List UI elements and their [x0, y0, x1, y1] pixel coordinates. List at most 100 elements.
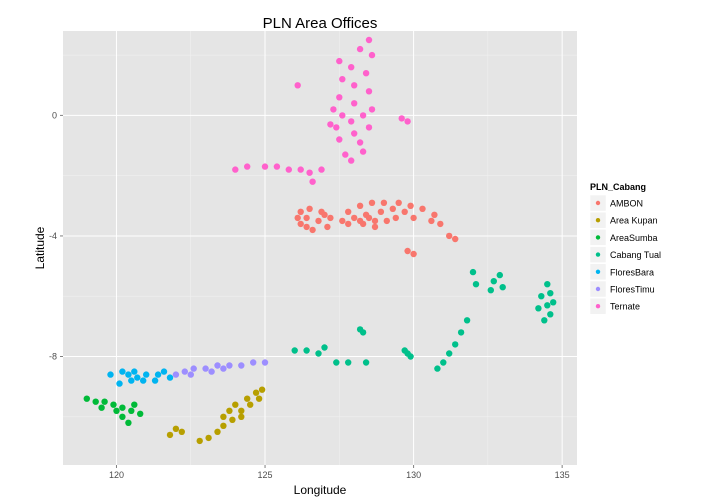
data-point — [550, 299, 557, 306]
data-point — [261, 359, 269, 366]
x-tick-label: 130 — [406, 470, 421, 480]
data-point — [315, 217, 322, 225]
data-point — [333, 359, 340, 366]
legend-label: AMBON — [610, 199, 643, 209]
data-point — [226, 362, 233, 369]
axis-ticks: 120 125 130 135 0 -4 -8 — [49, 110, 570, 480]
data-point — [348, 157, 355, 164]
data-point — [544, 302, 551, 309]
data-point — [297, 208, 304, 215]
data-point — [356, 217, 364, 225]
data-point — [181, 368, 188, 375]
data-point — [107, 371, 114, 378]
legend-key-point — [595, 218, 601, 223]
data-point — [440, 359, 447, 366]
data-point — [457, 329, 465, 336]
data-point — [303, 347, 310, 354]
data-point — [356, 45, 364, 53]
data-point — [330, 106, 337, 113]
data-point — [351, 100, 358, 107]
data-point — [318, 166, 325, 173]
data-point — [303, 214, 310, 222]
data-point — [154, 371, 162, 378]
data-point — [291, 347, 298, 354]
data-point — [365, 124, 373, 131]
y-tick-label: -4 — [49, 231, 57, 241]
data-point — [359, 112, 367, 119]
data-point — [238, 407, 245, 414]
legend-label: FloresBara — [610, 267, 654, 277]
data-point — [547, 311, 554, 318]
data-point — [452, 341, 459, 348]
data-point — [469, 268, 477, 276]
data-point — [359, 329, 367, 336]
data-point — [401, 208, 408, 215]
data-point — [214, 428, 221, 435]
data-point — [238, 362, 245, 369]
data-point — [342, 151, 349, 158]
data-point — [113, 407, 120, 414]
data-point — [410, 250, 417, 258]
data-point — [252, 389, 260, 396]
data-point — [101, 398, 108, 405]
data-point — [351, 82, 358, 89]
legend-key-point — [595, 269, 601, 274]
data-point — [160, 368, 168, 375]
data-point — [83, 395, 91, 402]
data-point — [345, 359, 352, 366]
data-point — [208, 368, 215, 375]
data-point — [309, 226, 316, 234]
legend-label: Ternate — [610, 302, 640, 312]
legend-label: FloresTimu — [610, 285, 655, 295]
data-point — [336, 57, 343, 65]
data-point — [368, 51, 376, 59]
data-point — [232, 401, 239, 408]
data-point — [487, 287, 494, 294]
data-point — [345, 220, 352, 228]
data-point — [333, 124, 340, 131]
data-point — [220, 413, 227, 420]
data-point — [140, 377, 147, 384]
data-point — [116, 380, 123, 387]
data-point — [446, 232, 453, 240]
data-point — [232, 166, 239, 173]
data-point — [348, 118, 355, 125]
data-point — [166, 374, 174, 381]
data-point — [205, 434, 212, 442]
data-point — [345, 208, 352, 215]
data-point — [220, 365, 227, 372]
data-point — [306, 169, 313, 176]
data-point — [348, 63, 355, 71]
data-point — [339, 217, 346, 225]
data-point — [119, 404, 126, 411]
data-point — [398, 115, 405, 122]
data-point — [229, 416, 236, 423]
data-point — [226, 407, 233, 414]
data-point — [351, 214, 358, 222]
data-point — [294, 82, 301, 89]
data-point — [389, 205, 396, 212]
data-point — [544, 281, 551, 288]
data-point — [407, 353, 414, 360]
data-point — [258, 386, 266, 393]
data-point — [247, 401, 254, 408]
data-point — [463, 317, 471, 324]
legend-key-point — [595, 235, 601, 240]
data-point — [128, 407, 135, 414]
legend-label: AreaSumba — [610, 233, 658, 243]
data-point — [401, 347, 408, 354]
legend-key-point — [595, 200, 601, 206]
data-point — [244, 163, 251, 170]
data-point — [261, 163, 269, 170]
data-point — [125, 371, 132, 378]
data-point — [407, 202, 414, 209]
data-point — [131, 368, 138, 375]
data-point — [119, 368, 126, 375]
data-point — [404, 118, 411, 125]
legend-label: Cabang Tual — [610, 250, 661, 260]
data-point — [137, 410, 144, 417]
y-axis-title: Latitude — [33, 226, 47, 269]
legend: PLN_Cabang AMBON Area Kupan AreaSumba Caban… — [589, 182, 661, 315]
data-point — [535, 305, 542, 312]
x-tick-label: 120 — [109, 470, 124, 480]
